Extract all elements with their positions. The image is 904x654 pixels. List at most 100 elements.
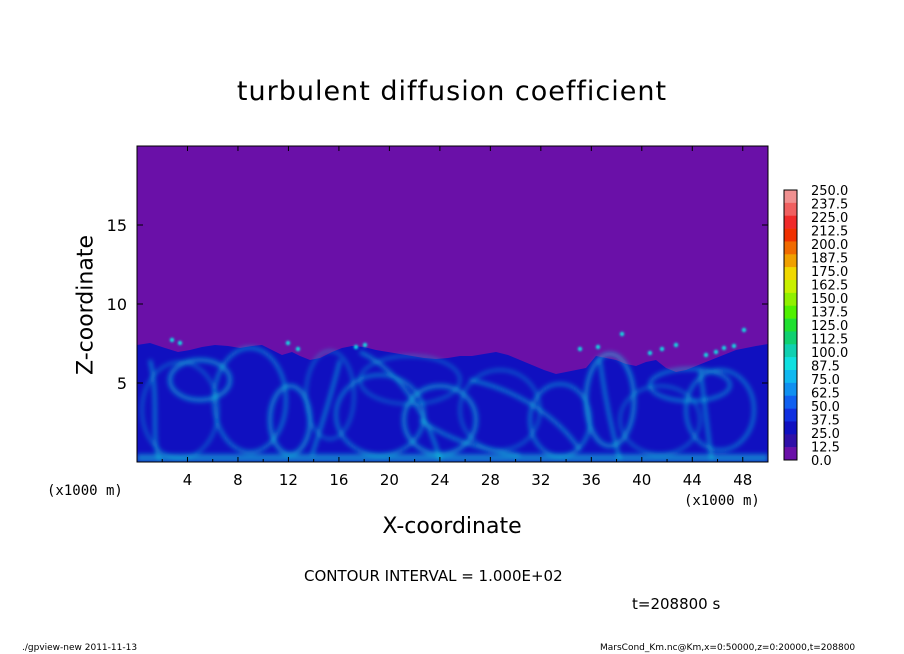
footer-left: ./gpview-new 2011-11-13 bbox=[22, 643, 138, 653]
x-tick-label: 40 bbox=[632, 471, 651, 489]
colorbar-label: 0.0 bbox=[811, 454, 832, 469]
colorbar-swatch bbox=[784, 331, 797, 345]
colorbar-swatch bbox=[784, 241, 797, 255]
colorbar-swatch bbox=[784, 190, 797, 204]
x-tick-label: 20 bbox=[380, 471, 399, 489]
blob bbox=[703, 352, 709, 358]
turbulent-region bbox=[137, 343, 768, 462]
surface-band bbox=[137, 454, 768, 462]
blob bbox=[177, 340, 183, 346]
eddy-streak bbox=[469, 378, 582, 451]
colorbar-swatch bbox=[784, 421, 797, 435]
eddy-swirl bbox=[648, 367, 732, 403]
eddy-swirl bbox=[584, 352, 636, 448]
blob bbox=[285, 340, 291, 346]
colorbar-swatch bbox=[784, 202, 797, 217]
eddy-swirl bbox=[359, 355, 461, 405]
y-tick-label: 10 bbox=[107, 295, 127, 314]
colorbar-swatch bbox=[784, 395, 797, 409]
colorbar-swatch bbox=[784, 254, 797, 268]
blob bbox=[721, 345, 727, 351]
chart-title: turbulent diffusion coefficient bbox=[236, 76, 668, 107]
y-tick-label: 5 bbox=[117, 374, 127, 393]
eddy-streak bbox=[698, 369, 714, 461]
blob bbox=[659, 346, 665, 352]
x-tick-label: 48 bbox=[733, 471, 752, 489]
eddy-streak bbox=[598, 359, 622, 461]
x-tick-label: 4 bbox=[183, 471, 193, 489]
colorbar-label: 175.0 bbox=[811, 265, 848, 280]
colorbar-swatch bbox=[784, 382, 797, 397]
x-tick-label: 28 bbox=[481, 471, 500, 489]
colorbar-label: 250.0 bbox=[811, 184, 848, 199]
colorbar-swatch bbox=[784, 267, 797, 281]
colorbar-label: 112.5 bbox=[811, 333, 848, 348]
colorbar-label: 25.0 bbox=[811, 427, 840, 442]
blob bbox=[295, 346, 301, 352]
y-tick-label: 15 bbox=[107, 216, 127, 235]
x-tick-label: 12 bbox=[279, 471, 298, 489]
y-axis-label: Z-coordinate bbox=[73, 235, 99, 375]
colorbar-label: 200.0 bbox=[811, 238, 848, 253]
colorbar-label: 100.0 bbox=[811, 346, 848, 361]
eddy-swirl bbox=[212, 346, 288, 454]
eddy-streak bbox=[419, 418, 521, 457]
colorbar-swatch bbox=[784, 215, 797, 229]
colorbar-swatch bbox=[784, 434, 797, 448]
blob bbox=[595, 344, 601, 350]
blob bbox=[713, 349, 719, 355]
x-tick-label: 36 bbox=[582, 471, 601, 489]
colorbar-swatch bbox=[784, 318, 797, 332]
colorbar-label: 187.5 bbox=[811, 252, 848, 267]
eddy-streak bbox=[359, 350, 442, 461]
colorbar-swatch bbox=[784, 447, 797, 461]
blob bbox=[741, 327, 747, 333]
x-tick-label: 16 bbox=[329, 471, 348, 489]
colorbar: 250.0237.5225.0212.5200.0187.5175.0162.5… bbox=[783, 184, 848, 469]
x-axis-label-text: X-coordinate bbox=[382, 514, 522, 539]
colorbar-label: 37.5 bbox=[811, 414, 840, 429]
colorbar-swatch bbox=[784, 280, 797, 294]
eddy-swirl bbox=[305, 350, 355, 440]
x-tick-label: 8 bbox=[233, 471, 243, 489]
eddy-streak bbox=[310, 359, 342, 456]
colorbar-label: 212.5 bbox=[811, 225, 848, 240]
colorbar-swatch bbox=[784, 228, 797, 242]
colorbar-label: 50.0 bbox=[811, 400, 840, 415]
blob bbox=[169, 337, 175, 343]
contour-interval: CONTOUR INTERVAL = 1.000E+02 bbox=[304, 567, 563, 585]
footer-right: MarsCond_Km.nc@Km,x=0:50000,z=0:20000,t=… bbox=[600, 643, 856, 653]
x-tick-label: 32 bbox=[531, 471, 550, 489]
x-axis-label: X-coordinate bbox=[0, 514, 904, 539]
blob bbox=[577, 346, 583, 352]
x-unit-right: (x1000 m) bbox=[684, 493, 760, 509]
colorbar-label: 237.5 bbox=[811, 198, 848, 213]
colorbar-label: 225.0 bbox=[811, 211, 848, 226]
x-tick-label: 44 bbox=[683, 471, 702, 489]
colorbar-frame bbox=[783, 189, 798, 461]
colorbar-swatch bbox=[784, 357, 797, 371]
colorbar-swatch bbox=[784, 292, 797, 307]
colorbar-label: 87.5 bbox=[811, 360, 840, 375]
colorbar-label: 62.5 bbox=[811, 387, 840, 402]
blob bbox=[673, 342, 679, 348]
eddy-swirl bbox=[684, 368, 756, 452]
y-axis: 5 10 15 bbox=[107, 216, 768, 393]
colorbar-label: 162.5 bbox=[811, 279, 848, 294]
colorbar-swatch bbox=[784, 408, 797, 422]
blob bbox=[619, 331, 625, 337]
colorbar-label: 125.0 bbox=[811, 319, 848, 334]
x-unit-left: (x1000 m) bbox=[47, 483, 123, 499]
blob bbox=[362, 342, 368, 348]
turbulent-layer bbox=[137, 327, 768, 462]
eddy-streak bbox=[148, 359, 162, 461]
colorbar-label: 150.0 bbox=[811, 292, 848, 307]
colorbar-label: 137.5 bbox=[811, 306, 848, 321]
colorbar-label: 75.0 bbox=[811, 373, 840, 388]
colorbar-swatch bbox=[784, 305, 797, 319]
blob bbox=[731, 343, 737, 349]
x-axis: 4 8 12 16 20 24 28 32 36 40 44 48 bbox=[161, 146, 752, 489]
x-tick-label: 24 bbox=[430, 471, 449, 489]
colorbar-label: 12.5 bbox=[811, 441, 840, 456]
